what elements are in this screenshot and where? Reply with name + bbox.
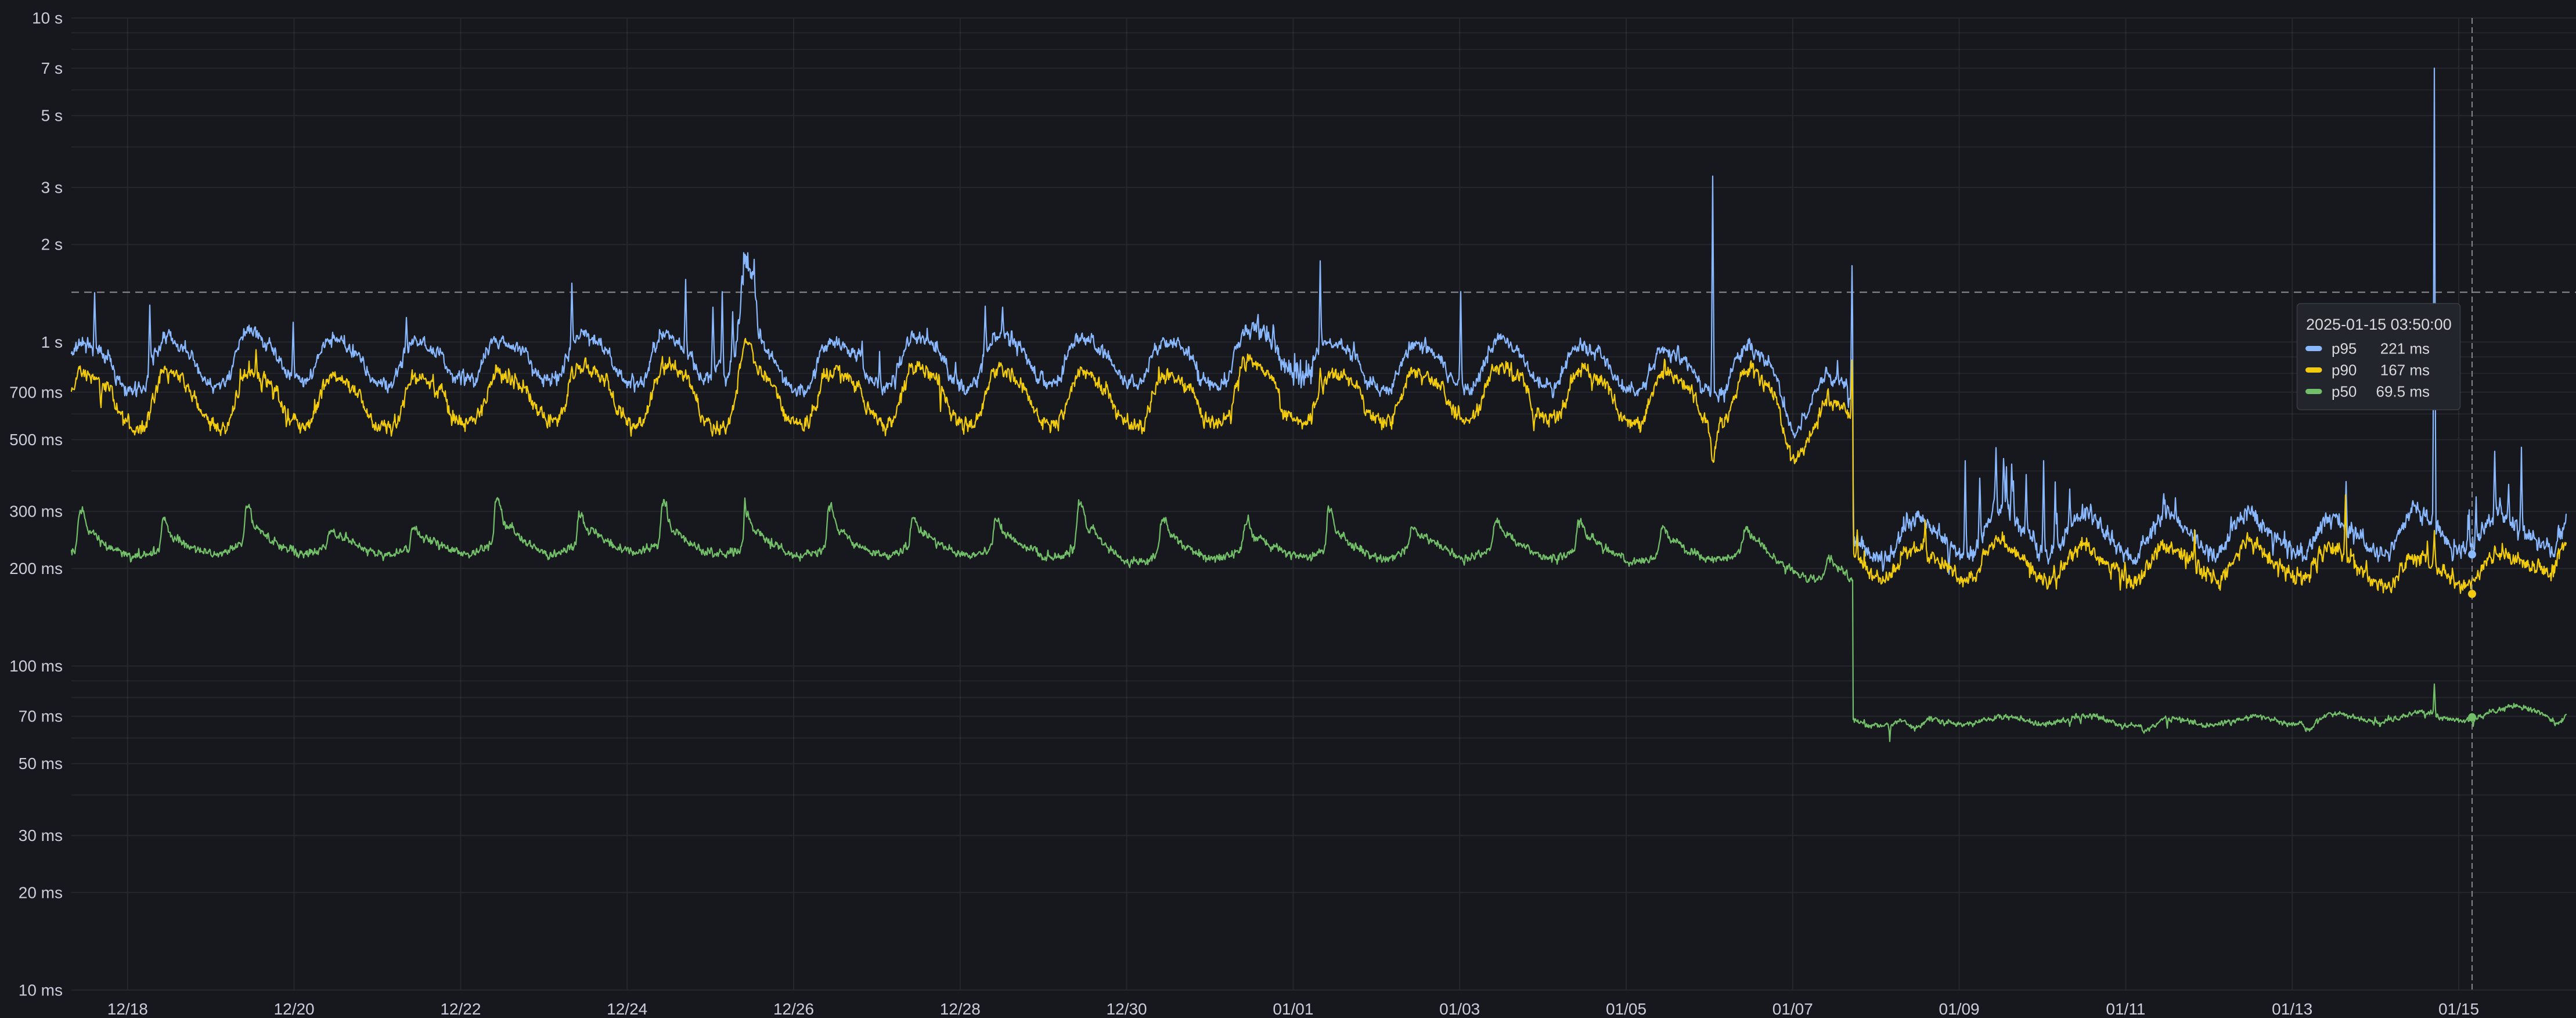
svg-text:01/09: 01/09 [1939, 1000, 1980, 1018]
svg-text:01/07: 01/07 [1772, 1000, 1813, 1018]
svg-text:20 ms: 20 ms [19, 883, 63, 901]
svg-text:3 s: 3 s [41, 178, 63, 196]
svg-text:12/26: 12/26 [773, 1000, 814, 1018]
svg-text:12/20: 12/20 [274, 1000, 315, 1018]
svg-text:12/18: 12/18 [107, 1000, 148, 1018]
svg-text:01/05: 01/05 [1606, 1000, 1647, 1018]
svg-text:30 ms: 30 ms [19, 826, 63, 844]
svg-text:500 ms: 500 ms [9, 431, 63, 449]
svg-text:2 s: 2 s [41, 236, 63, 254]
svg-text:p95: p95 [2332, 340, 2357, 358]
svg-text:01/13: 01/13 [2272, 1000, 2312, 1018]
svg-text:221 ms: 221 ms [2380, 340, 2430, 358]
svg-text:167 ms: 167 ms [2380, 362, 2430, 379]
svg-text:10 s: 10 s [32, 9, 63, 27]
svg-text:7 s: 7 s [41, 59, 63, 77]
svg-text:50 ms: 50 ms [19, 755, 63, 772]
svg-text:69.5 ms: 69.5 ms [2376, 383, 2430, 400]
svg-text:1 s: 1 s [41, 333, 63, 351]
svg-text:01/11: 01/11 [2106, 1000, 2145, 1018]
svg-text:12/24: 12/24 [607, 1000, 647, 1018]
svg-text:01/03: 01/03 [1439, 1000, 1480, 1018]
svg-text:12/30: 12/30 [1107, 1000, 1147, 1018]
svg-text:p90: p90 [2332, 362, 2357, 379]
svg-text:300 ms: 300 ms [9, 503, 63, 521]
svg-text:100 ms: 100 ms [9, 657, 63, 675]
svg-text:70 ms: 70 ms [19, 707, 63, 725]
svg-text:200 ms: 200 ms [9, 559, 63, 577]
svg-text:2025-01-15 03:50:00: 2025-01-15 03:50:00 [2306, 316, 2452, 333]
svg-text:12/28: 12/28 [940, 1000, 981, 1018]
svg-text:12/22: 12/22 [440, 1000, 481, 1018]
svg-text:700 ms: 700 ms [9, 383, 63, 401]
svg-text:p50: p50 [2332, 383, 2357, 400]
svg-text:10 ms: 10 ms [19, 981, 63, 999]
svg-text:01/15: 01/15 [2438, 1000, 2479, 1018]
svg-text:5 s: 5 s [41, 107, 63, 125]
svg-text:01/01: 01/01 [1273, 1000, 1313, 1018]
